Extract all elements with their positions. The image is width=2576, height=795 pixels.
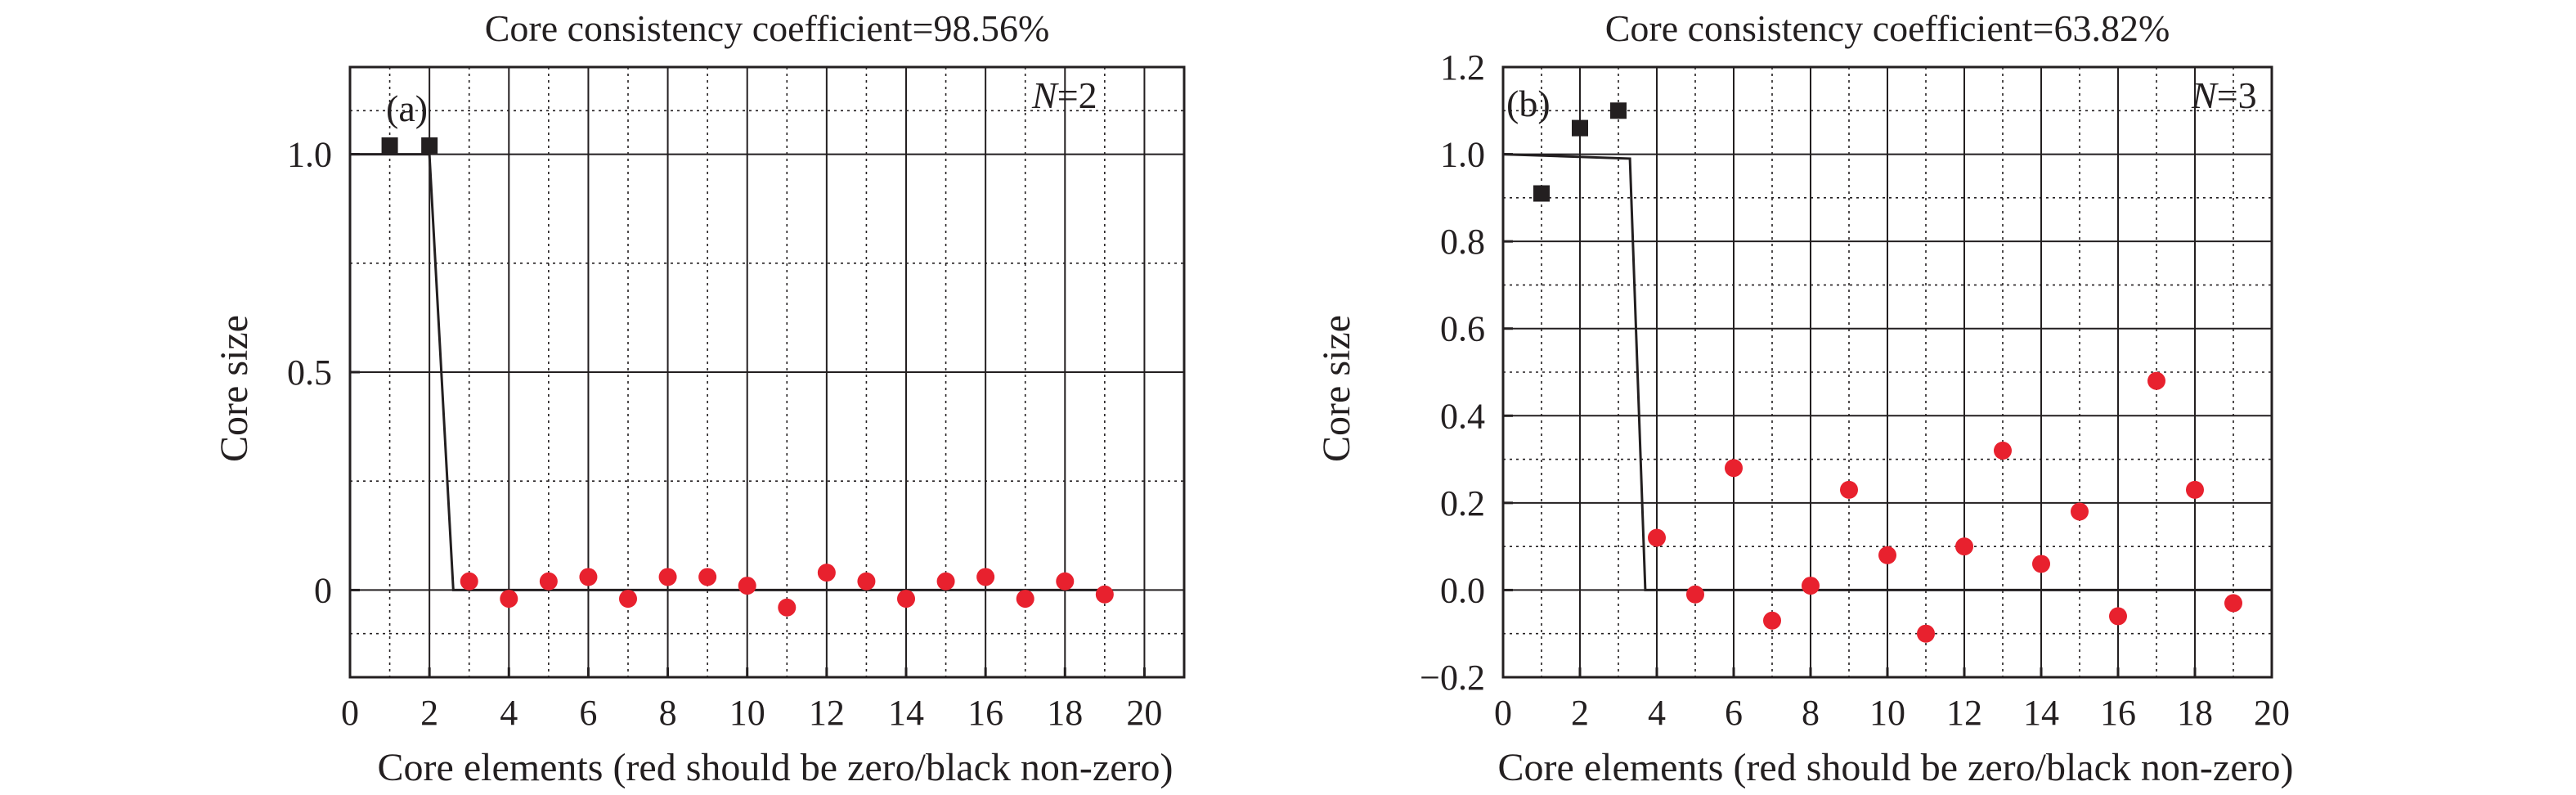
- zero-core-marker: [579, 568, 598, 586]
- zero-core-marker: [500, 590, 518, 609]
- y-axis-label: Core size: [213, 315, 256, 462]
- zero-core-marker: [1686, 585, 1704, 604]
- x-tick-label: 0: [1494, 693, 1512, 733]
- x-tick-label: 8: [659, 693, 677, 733]
- y-tick-label: 0.6: [1440, 309, 1485, 349]
- y-tick-label: 1.2: [1440, 47, 1485, 88]
- zero-core-marker: [1725, 459, 1743, 478]
- nonzero-core-marker: [1533, 185, 1550, 202]
- component-count-annotation: N=2: [1031, 74, 1097, 116]
- component-count-value: =3: [2217, 74, 2257, 116]
- x-axis-label: Core elements (red should be zero/black …: [378, 746, 1174, 789]
- chart-title: Core consistency coefficient=98.56%: [485, 7, 1050, 49]
- component-count-symbol: N: [1031, 74, 1059, 116]
- component-count-symbol: N: [2191, 74, 2219, 116]
- zero-core-marker: [2186, 480, 2204, 499]
- component-count-annotation: N=3: [2191, 74, 2257, 116]
- x-tick-label: 20: [1126, 693, 1162, 733]
- x-axis-label: Core elements (red should be zero/black …: [1498, 746, 2294, 789]
- panel-b: Core consistency coefficient=63.82% 0 2 4 6 8…: [1315, 7, 2293, 789]
- panel-a: Core consistency coefficient=98.56% 0 2 4 6 8…: [213, 7, 1186, 789]
- x-tick-label: 2: [1571, 693, 1589, 733]
- y-tick-label: 1.0: [287, 135, 332, 175]
- ideal-core-line: [350, 153, 1105, 591]
- x-tick-label: 20: [2254, 693, 2290, 733]
- y-tick-label: 0.0: [1440, 570, 1485, 610]
- zero-core-marker: [1955, 537, 1973, 556]
- x-tick-label: 0: [341, 693, 359, 733]
- zero-core-marker: [658, 568, 677, 586]
- y-tick-label: 0.2: [1440, 483, 1485, 523]
- y-tick-label: −0.2: [1420, 658, 1485, 698]
- zero-core-marker: [539, 572, 558, 591]
- zero-core-marker: [897, 590, 915, 609]
- y-tick-label: 0: [314, 570, 332, 610]
- x-tick-label: 16: [967, 693, 1003, 733]
- zero-core-marker: [936, 572, 955, 591]
- zero-core-marker: [2224, 594, 2242, 613]
- x-tick-label: 16: [2100, 693, 2136, 733]
- zero-core-marker: [2109, 607, 2127, 626]
- zero-core-marker: [1056, 572, 1075, 591]
- zero-core-marker: [976, 568, 995, 586]
- zero-core-marker: [1917, 624, 1935, 643]
- zero-core-marker: [460, 572, 478, 591]
- x-tick-label: 14: [2023, 693, 2059, 733]
- x-tick-label: 10: [1869, 693, 1905, 733]
- y-tick-label: 1.0: [1440, 135, 1485, 175]
- zero-core-marker: [619, 590, 637, 609]
- nonzero-core-marker: [1572, 119, 1588, 137]
- zero-core-marker: [1878, 546, 1896, 564]
- x-tick-label: 2: [420, 693, 438, 733]
- component-count-value: =2: [1057, 74, 1097, 116]
- zero-core-marker: [1095, 585, 1114, 604]
- x-tick-label: 8: [1802, 693, 1820, 733]
- zero-core-marker: [817, 564, 836, 582]
- y-axis-label: Core size: [1315, 315, 1358, 462]
- zero-core-marker: [2032, 555, 2050, 573]
- zero-core-marker: [857, 572, 876, 591]
- x-tick-label: 4: [500, 693, 518, 733]
- x-tick-label: 12: [1946, 693, 1982, 733]
- zero-core-marker: [1994, 441, 2012, 460]
- chart-title: Core consistency coefficient=63.82%: [1605, 7, 2170, 49]
- nonzero-core-marker: [381, 137, 398, 154]
- zero-core-marker: [2147, 371, 2165, 390]
- zero-core-marker: [1016, 590, 1034, 609]
- ideal-core-line: [1502, 153, 2272, 591]
- zero-core-marker: [778, 598, 797, 617]
- x-tick-label: 10: [729, 693, 765, 733]
- x-tick-label: 6: [1725, 693, 1743, 733]
- zero-core-marker: [1802, 577, 1820, 595]
- y-tick-label: 0.8: [1440, 222, 1485, 262]
- x-tick-label: 12: [809, 693, 845, 733]
- x-tick-label: 6: [579, 693, 597, 733]
- zero-core-marker: [1648, 528, 1666, 547]
- panel-label: (a): [386, 88, 428, 129]
- nonzero-core-marker: [1610, 102, 1627, 119]
- panel-label: (b): [1506, 83, 1551, 124]
- zero-core-marker: [698, 568, 717, 586]
- y-tick-label: 0.5: [287, 353, 332, 393]
- zero-core-marker: [1763, 611, 1781, 630]
- zero-core-marker: [738, 577, 756, 595]
- zero-core-marker: [1840, 480, 1858, 499]
- zero-core-marker: [2071, 502, 2089, 521]
- y-tick-label: 0.4: [1440, 396, 1485, 436]
- nonzero-core-marker: [421, 137, 438, 154]
- x-tick-label: 18: [1047, 693, 1083, 733]
- x-tick-label: 18: [2177, 693, 2213, 733]
- x-tick-label: 14: [888, 693, 924, 733]
- x-tick-label: 4: [1648, 693, 1666, 733]
